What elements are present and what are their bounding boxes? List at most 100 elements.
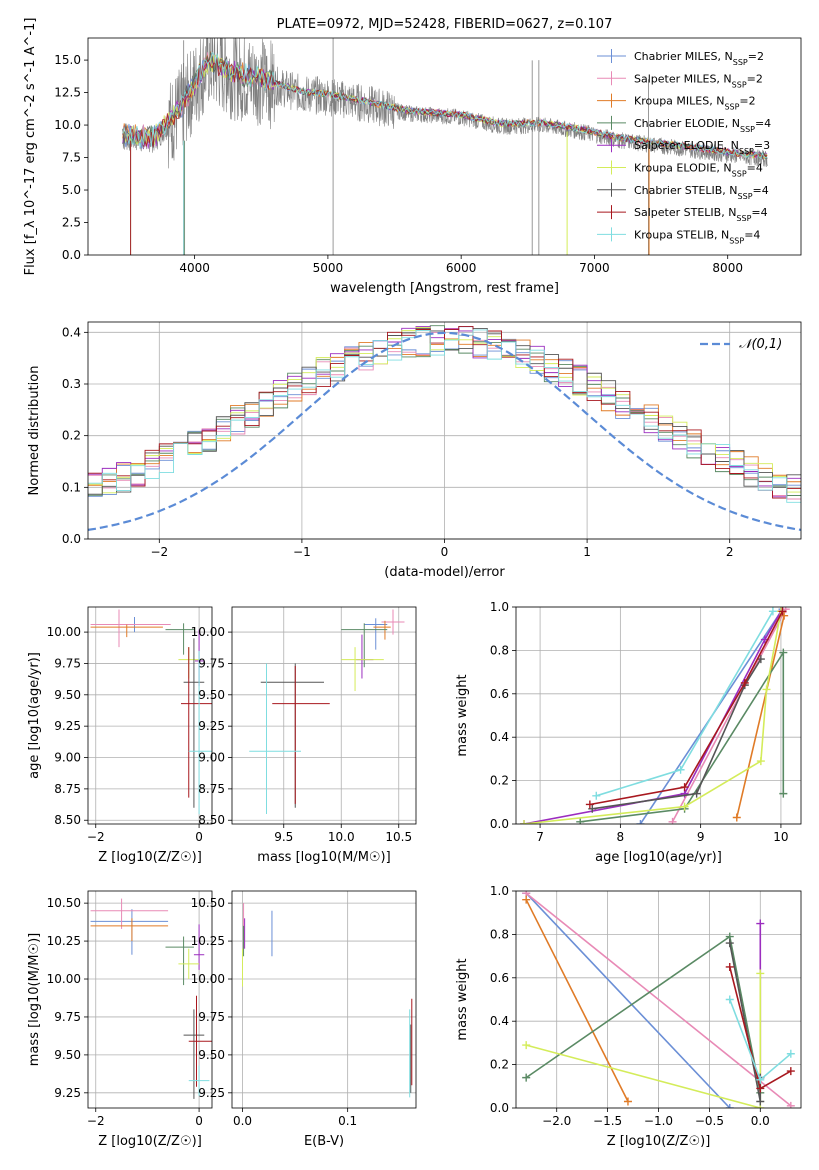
x-tick-label: 9 <box>697 830 705 844</box>
weight-marker <box>725 1104 734 1108</box>
x-tick-label: 1 <box>583 545 591 559</box>
y-tick-label: 10.50 <box>191 896 225 910</box>
y-tick-label: 0.3 <box>62 377 81 391</box>
chart-spectrum: Chabrier MILES, NSSP=2 Salpeter MILES, NS… <box>23 17 802 296</box>
plot-area <box>122 38 768 255</box>
plot-area <box>520 607 790 824</box>
weight-marker <box>676 765 685 774</box>
weight-line-1 <box>671 608 787 823</box>
y-tick-label: 8.75 <box>54 782 81 796</box>
y-axis-label: mass [log10(M/M☉)] <box>27 933 42 1066</box>
x-tick-label: −1.5 <box>593 1114 622 1128</box>
x-tick-label: −0.5 <box>695 1114 724 1128</box>
chart-mass-vs-EBV: 0.0 0.1 9.25 9.50 9.75 10.00 10.25 10.50 E(B-V) <box>191 890 417 1149</box>
plot-area <box>522 891 795 1108</box>
x-tick-label: 10.5 <box>385 830 412 844</box>
x-tick-label: 0 <box>195 1114 203 1128</box>
plot-area <box>242 903 413 1098</box>
legend-label: Kroupa MILES, NSSP=2 <box>634 95 756 112</box>
histogram-8 <box>88 329 801 503</box>
weight-marker <box>779 789 788 798</box>
weight-line-7 <box>589 610 784 806</box>
weight-marker <box>779 648 788 657</box>
y-tick-label: 0.8 <box>490 927 509 941</box>
weight-marker <box>522 895 531 904</box>
legend-label: Salpeter MILES, NSSP=2 <box>634 72 763 89</box>
weight-marker <box>762 685 771 694</box>
weight-marker <box>756 757 765 766</box>
y-tick-label: 0.0 <box>490 817 509 831</box>
x-tick-label: 4000 <box>179 261 210 275</box>
y-tick-label: 0.8 <box>490 643 509 657</box>
x-tick-label: 6000 <box>446 261 477 275</box>
x-tick-label: 0 <box>441 545 449 559</box>
weight-marker <box>636 820 645 824</box>
x-tick-label: 8000 <box>712 261 743 275</box>
weight-marker <box>725 939 734 948</box>
y-axis-label: mass weight <box>455 958 470 1040</box>
legend-label: Salpeter STELIB, NSSP=4 <box>634 206 768 223</box>
x-tick-label: −2 <box>87 830 105 844</box>
x-tick-label: −2 <box>150 545 168 559</box>
y-tick-label: 0.6 <box>490 687 509 701</box>
x-tick-label: 7000 <box>579 261 610 275</box>
weight-line-6 <box>592 658 762 810</box>
weight-marker <box>623 1097 632 1106</box>
y-tick-label: 8.75 <box>198 782 225 796</box>
y-tick-label: 9.25 <box>54 719 81 733</box>
y-axis-label: Normed distribution <box>27 366 42 496</box>
chart-massweight-vs-Z: −2.0 −1.5 −1.0 −0.5 0.0 0.0 0.2 0.4 0.6 0.8 1.0 Z [… <box>455 884 802 1149</box>
weight-line-1 <box>525 892 792 1107</box>
model-spectrum-4 <box>122 58 768 160</box>
weight-marker <box>786 1067 795 1076</box>
legend-label: Chabrier ELODIE, NSSP=4 <box>634 117 771 133</box>
weight-marker <box>786 1049 795 1058</box>
y-tick-label: 9.75 <box>198 656 225 670</box>
weight-marker <box>732 813 741 822</box>
weight-marker <box>522 1073 531 1082</box>
weight-marker <box>780 611 789 620</box>
weight-marker <box>740 678 749 687</box>
model-spectrum-8 <box>122 51 768 160</box>
y-tick-label: 9.50 <box>198 1048 225 1062</box>
y-tick-label: 9.25 <box>54 1086 81 1100</box>
chart-age-vs-mass: 9.5 10.0 10.5 8.50 8.75 9.00 9.25 9.50 9.75 10.00… <box>191 606 417 865</box>
axes-frame <box>231 890 417 1109</box>
weight-marker <box>768 607 777 616</box>
x-tick-label: −1 <box>293 545 311 559</box>
x-axis-label: Z [log10(Z/Z☉)] <box>607 1134 711 1149</box>
weight-marker <box>756 919 765 928</box>
y-tick-label: 8.50 <box>54 813 81 827</box>
weight-line-5 <box>525 973 762 1108</box>
axes-frame <box>87 606 213 825</box>
y-tick-label: 0.4 <box>490 1014 509 1028</box>
weight-line-3 <box>580 649 785 823</box>
x-tick-label: 0.0 <box>233 1114 252 1128</box>
y-tick-label: 10.00 <box>191 972 225 986</box>
weight-marker <box>668 817 677 824</box>
x-axis-label: (data-model)/error <box>384 565 505 580</box>
y-tick-label: 9.25 <box>198 1086 225 1100</box>
weight-marker <box>725 962 734 971</box>
weight-line-8 <box>596 610 774 797</box>
y-tick-label: 0.2 <box>62 429 81 443</box>
y-tick-label: 10.25 <box>47 934 81 948</box>
weight-marker <box>786 1101 795 1108</box>
normal-curve <box>88 331 801 531</box>
weight-marker <box>756 969 765 978</box>
weight-marker <box>680 802 689 811</box>
weight-marker <box>725 995 734 1004</box>
weight-marker <box>756 1075 765 1084</box>
legend-label: 𝒩(0,1) <box>739 337 782 352</box>
y-tick-label: 9.00 <box>54 751 81 765</box>
y-tick-label: 5.0 <box>62 183 81 197</box>
y-tick-label: 0.1 <box>62 480 81 494</box>
weight-line-2 <box>736 615 785 818</box>
weight-line-3 <box>525 935 762 1093</box>
x-tick-label: −2 <box>87 1114 105 1128</box>
figure-title: PLATE=0972, MJD=52428, FIBERID=0627, z=0… <box>277 17 613 32</box>
x-axis-label: age [log10(age/yr)] <box>595 850 722 865</box>
y-tick-label: 10.00 <box>191 625 225 639</box>
weight-marker <box>778 607 787 616</box>
y-tick-label: 9.00 <box>198 751 225 765</box>
